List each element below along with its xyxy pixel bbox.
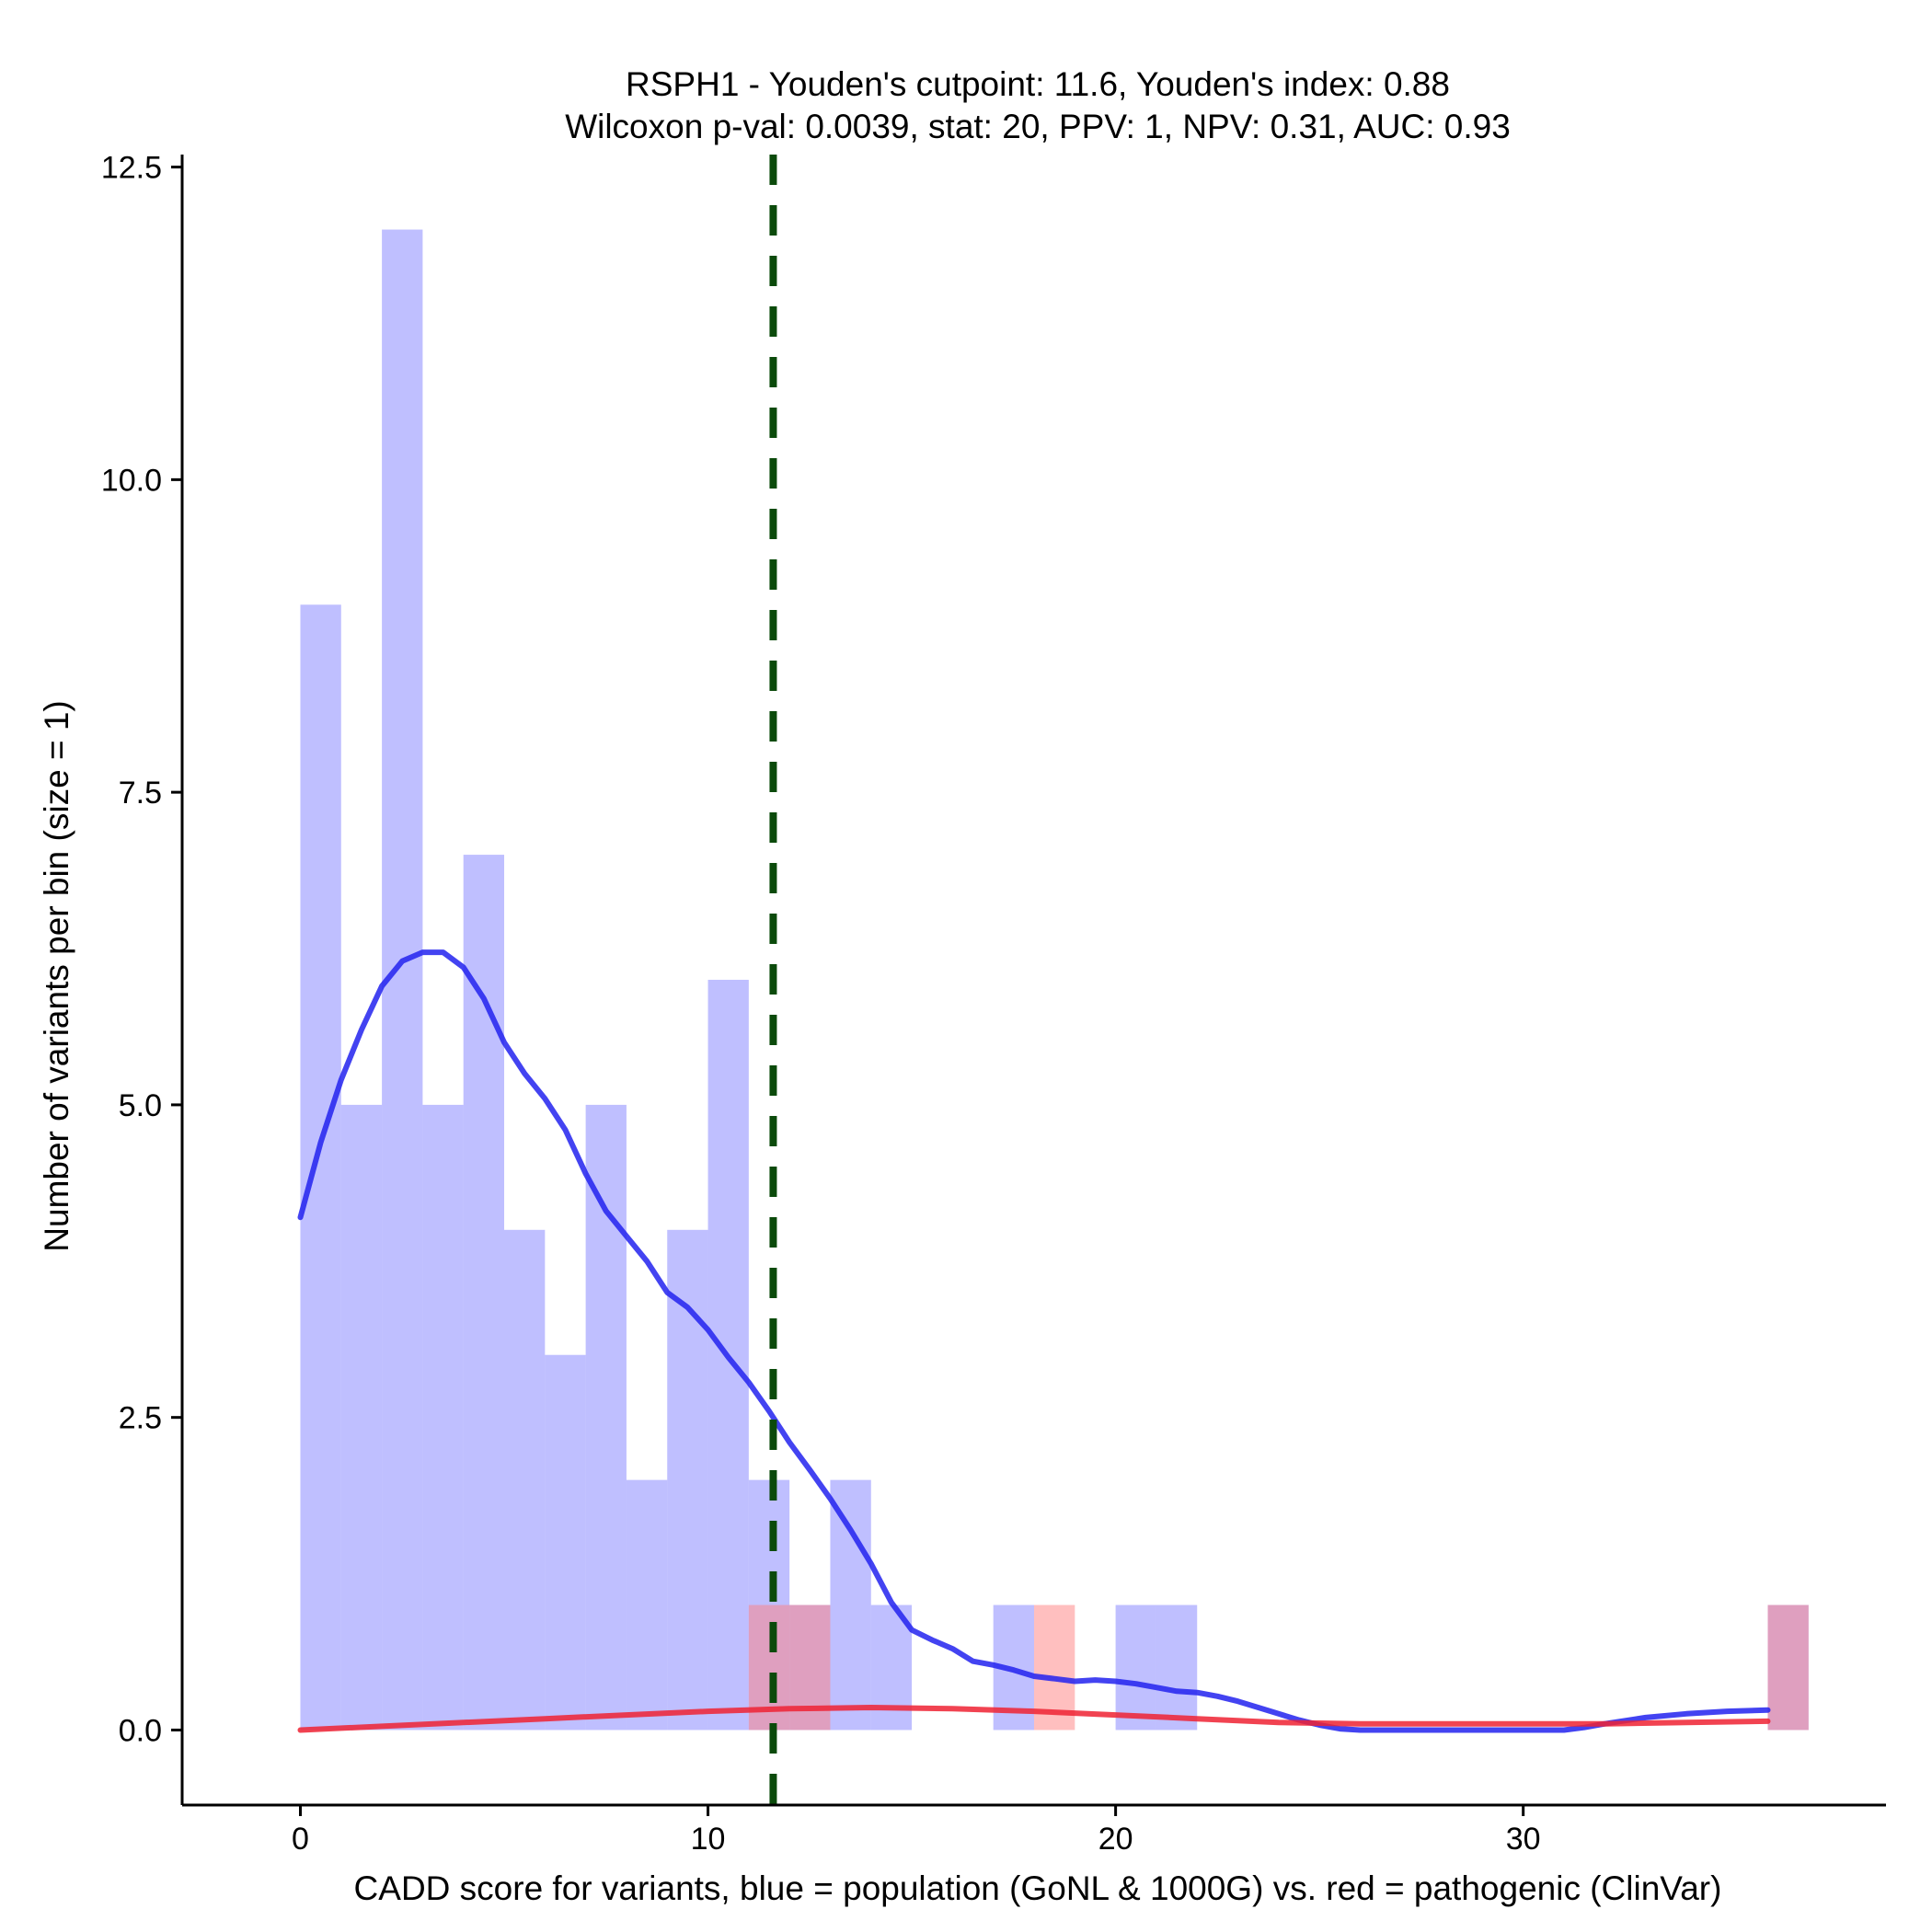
population-bar-17	[1156, 1604, 1198, 1731]
population-bar-5	[504, 1229, 546, 1731]
y-tick-label: 0.0	[119, 1713, 162, 1748]
population-bar-16	[1115, 1604, 1156, 1731]
density-curves	[297, 949, 1771, 1733]
x-axis-ticks: 0 10 20 30	[292, 1805, 1541, 1857]
x-axis-label: CADD score for variants, blue = populati…	[354, 1869, 1722, 1907]
population-bar-6	[545, 1354, 586, 1731]
population-bar-9	[667, 1229, 708, 1731]
chart-title: RSPH1 - Youden's cutpoint: 11.6, Youden'…	[626, 65, 1450, 103]
x-tick-label: 20	[1098, 1822, 1133, 1857]
population-bar-0	[300, 604, 341, 1731]
y-tick-label: 12.5	[101, 151, 162, 186]
population-bar-7	[585, 1104, 627, 1731]
pathogenic-bar-3	[1767, 1604, 1809, 1731]
population-bar-13	[830, 1479, 871, 1731]
y-tick-label: 2.5	[119, 1401, 162, 1436]
y-axis-label: Number of variants per bin (size = 1)	[38, 700, 75, 1251]
population-bar-3	[422, 1104, 464, 1731]
axes	[180, 155, 1886, 1807]
population-density-line	[297, 949, 1771, 1733]
population-bar-4	[463, 855, 505, 1731]
x-tick-label: 10	[691, 1822, 726, 1857]
x-tick-label: 30	[1506, 1822, 1541, 1857]
y-tick-label: 10.0	[101, 463, 162, 498]
chart-subtitle: Wilcoxon p-val: 0.0039, stat: 20, PPV: 1…	[565, 108, 1511, 145]
pathogenic-density-line	[297, 1705, 1771, 1733]
population-bar-8	[626, 1479, 668, 1731]
y-axis-ticks: 0.0 2.5 5.0 7.5 10.0 12.5	[101, 151, 182, 1748]
y-tick-label: 5.0	[119, 1088, 162, 1123]
population-bar-1	[340, 1104, 383, 1731]
x-tick-label: 0	[292, 1822, 309, 1857]
y-tick-label: 7.5	[119, 776, 162, 811]
